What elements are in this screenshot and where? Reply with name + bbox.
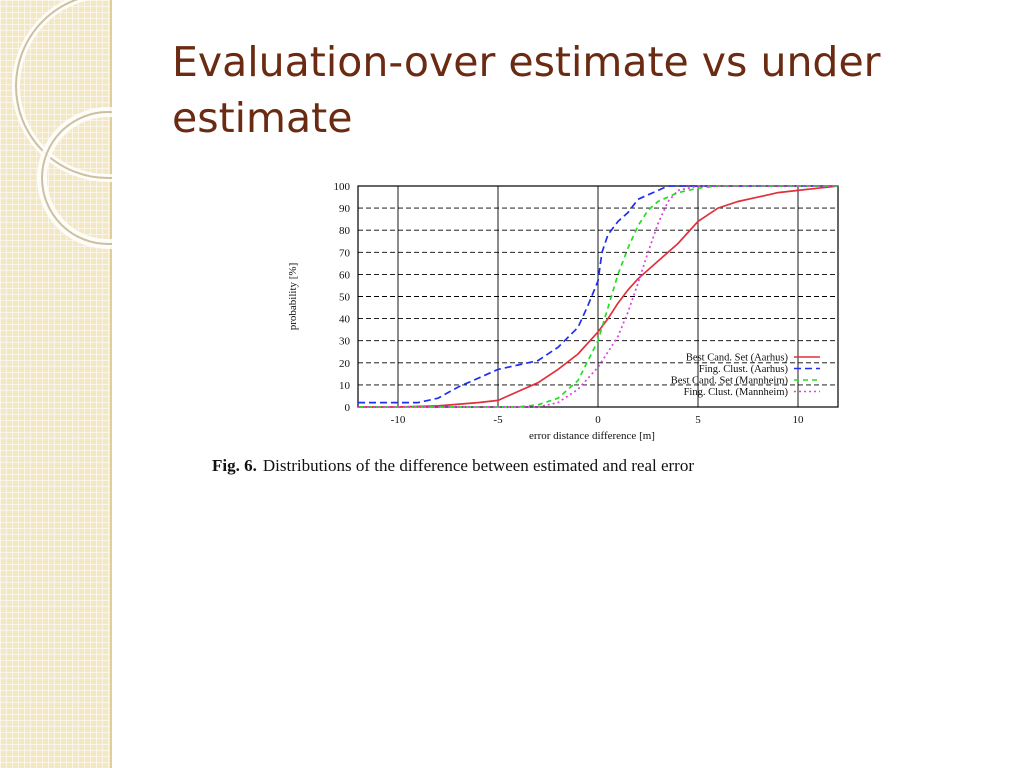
y-tick-label: 70 bbox=[339, 247, 351, 259]
y-tick-label: 20 bbox=[339, 358, 351, 370]
y-tick-label: 10 bbox=[339, 380, 351, 392]
decorative-side-strip bbox=[0, 0, 112, 768]
x-axis-label: error distance difference [m] bbox=[529, 430, 655, 442]
y-tick-label: 90 bbox=[339, 203, 351, 215]
x-tick-label: -10 bbox=[391, 414, 406, 426]
x-tick-label: -5 bbox=[493, 414, 503, 426]
legend-label: Fing. Clust. (Mannheim) bbox=[684, 387, 789, 398]
decorative-rings bbox=[12, 0, 112, 249]
cdf-chart: 0 10 20 30 40 50 60 70 80 90 100 -10 -5 0 5 10 error dis… bbox=[287, 181, 839, 442]
y-tick-label: 0 bbox=[345, 402, 351, 414]
y-tick-label: 60 bbox=[339, 269, 351, 281]
slide-title: Evaluation-over estimate vs under estima… bbox=[172, 38, 881, 142]
y-tick-label: 40 bbox=[339, 314, 351, 326]
y-axis-label: probability [%] bbox=[287, 263, 299, 331]
y-tick-label: 80 bbox=[339, 225, 351, 237]
x-tick-label: 5 bbox=[695, 414, 701, 426]
y-tick-label: 100 bbox=[334, 181, 351, 193]
caption-label: Fig. 6. bbox=[212, 456, 257, 475]
legend-label: Best Cand. Set (Aarhus) bbox=[686, 353, 789, 364]
series-line bbox=[358, 185, 838, 408]
y-tick-label: 50 bbox=[339, 292, 351, 304]
caption-text: Distributions of the difference between … bbox=[262, 456, 694, 475]
series-line bbox=[358, 185, 839, 408]
x-tick-label: 10 bbox=[793, 414, 805, 426]
y-tick-label: 30 bbox=[339, 336, 351, 348]
figure-caption: Fig. 6. Distributions of the difference b… bbox=[212, 456, 972, 476]
x-tick-label: 0 bbox=[595, 414, 601, 426]
legend-label: Fing. Clust. (Aarhus) bbox=[699, 364, 789, 375]
legend-label: Best Cand. Set (Mannheim) bbox=[671, 376, 789, 387]
plot-frame bbox=[357, 185, 839, 408]
